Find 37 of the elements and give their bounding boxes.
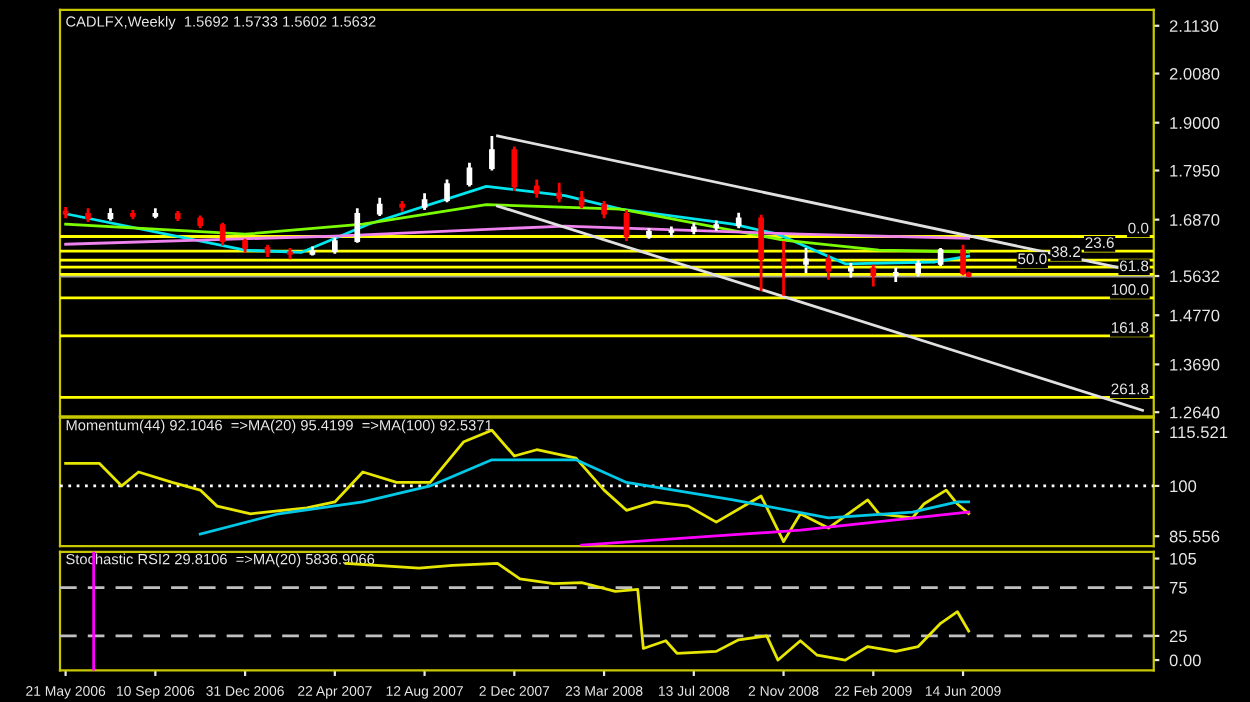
- line-series: [344, 561, 971, 662]
- candlestick: [825, 253, 832, 282]
- y-tick-label: 2.0080: [1169, 67, 1220, 80]
- y-tick-label: 1.4770: [1170, 309, 1220, 322]
- y-tick-label: 1.5632: [1170, 270, 1220, 283]
- candlestick: [219, 221, 226, 247]
- y-tick-label: 105: [1170, 552, 1197, 565]
- y-tick-label: 85.556: [1169, 530, 1220, 543]
- candlestick: [803, 246, 809, 275]
- candlestick: [489, 134, 495, 172]
- candlestick: [780, 239, 787, 298]
- line-series: [64, 185, 971, 266]
- y-tick-label: 100: [1170, 480, 1197, 493]
- line-series: [198, 458, 971, 536]
- y-tick-label: 1.6870: [1170, 214, 1220, 226]
- candlestick: [354, 206, 361, 245]
- line-series: [64, 203, 971, 254]
- candlestick: [870, 263, 877, 288]
- candlestick: [937, 246, 944, 268]
- y-tick-label: 1.3690: [1170, 358, 1220, 371]
- line-series: [64, 224, 971, 246]
- candlestick: [511, 144, 518, 193]
- candlestick: [376, 196, 383, 218]
- candlestick: [758, 213, 764, 293]
- y-tick-label: 75: [1169, 582, 1187, 594]
- candlestick: [960, 243, 966, 277]
- candlestick: [466, 161, 473, 188]
- candlestick: [533, 178, 540, 200]
- y-tick-label: 1.7950: [1170, 164, 1220, 177]
- y-tick-label: 0.00: [1169, 654, 1201, 667]
- y-tick-label: 2.1130: [1169, 20, 1219, 32]
- y-tick-label: 1.9000: [1170, 117, 1220, 129]
- candlestick: [556, 181, 563, 204]
- y-tick-label: 1.2640: [1170, 406, 1220, 419]
- candlestick: [444, 178, 450, 204]
- y-tick-label: 25: [1169, 630, 1187, 643]
- y-tick-label: 115.521: [1170, 426, 1228, 439]
